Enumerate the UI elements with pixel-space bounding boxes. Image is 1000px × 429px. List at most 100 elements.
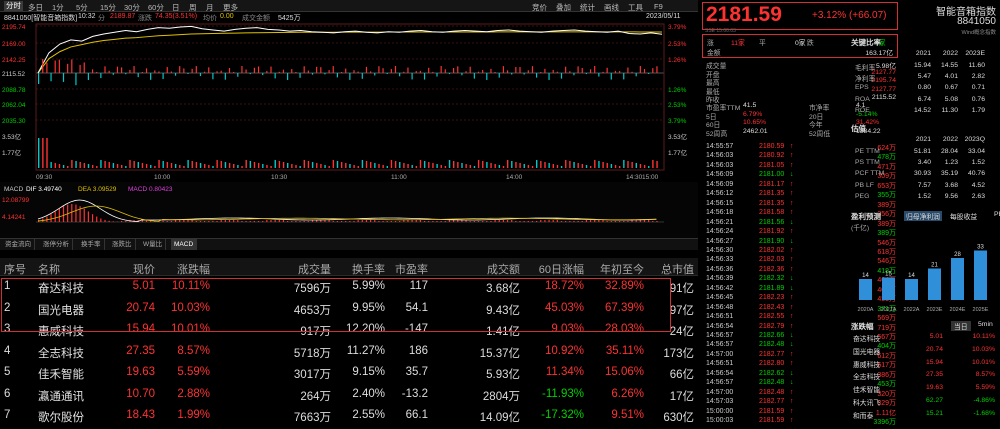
tool-button-3[interactable]: 画线: [604, 3, 619, 12]
market-cap: 24亿: [669, 326, 694, 338]
table-row[interactable]: 1 奋达科技 5.01 10.11% 7596万 5.99% 117 3.68亿 18.72% 3…: [0, 276, 698, 298]
indicator-tab-5[interactable]: MACD: [171, 239, 198, 250]
macd-bar: [631, 220, 633, 222]
stock-name[interactable]: 惠威科技: [38, 326, 84, 338]
macd-bar: [54, 211, 56, 222]
tool-button-2[interactable]: 统计: [580, 3, 595, 12]
volume-bar: [324, 73, 326, 75]
row-index: 2: [4, 301, 11, 314]
period-tab-6[interactable]: 60分: [148, 3, 164, 12]
header-2[interactable]: 现价: [133, 264, 155, 276]
mover-name[interactable]: 佳禾智能: [853, 387, 881, 395]
header-5[interactable]: 换手率: [352, 264, 385, 276]
mover-name[interactable]: 国光电器: [853, 348, 881, 356]
volume-bar: [552, 164, 554, 168]
forecast-tab-1[interactable]: 每股收益: [950, 214, 978, 221]
tool-button-5[interactable]: F9: [654, 2, 663, 11]
macd-bar: [440, 221, 442, 222]
macd-bar: [614, 221, 617, 222]
indicator-tab-1[interactable]: 涨停分析: [40, 239, 73, 250]
valuation-cell: 3.68: [944, 181, 958, 189]
volume-bar: [262, 73, 264, 76]
macd-title: MACD: [4, 186, 23, 193]
volume-bar: [374, 163, 376, 168]
table-row[interactable]: 6 瀛通通讯 10.70 2.88% 264万 2.40% -13.2 2804万 -11.93…: [0, 384, 698, 406]
forecast-tab-0[interactable]: 归母净利润: [904, 211, 942, 221]
volume-bar: [121, 165, 123, 168]
volume-bar: [174, 164, 177, 168]
period-tab-3[interactable]: 5分: [76, 3, 88, 12]
tick-volume: 356万: [877, 211, 896, 219]
macd-bar: [610, 221, 612, 222]
table-row[interactable]: 2 国光电器 20.74 10.03% 4653万 9.95% 54.1 9.43亿 45.03…: [0, 298, 698, 320]
ratios-cell: 0.76: [971, 95, 985, 103]
forecast-tab-2[interactable]: PE: [994, 211, 1000, 218]
macd-bar: [349, 221, 351, 222]
header-10[interactable]: 总市值: [661, 264, 694, 276]
header-8[interactable]: 60日涨幅: [538, 264, 584, 276]
movers-tab-0[interactable]: 当日: [951, 321, 971, 331]
tick-time: 14:56:09: [706, 171, 734, 179]
indicator-tab-3[interactable]: 涨跌比: [109, 239, 136, 250]
header-4[interactable]: 成交量: [298, 264, 331, 276]
period-tab-8[interactable]: 周: [189, 3, 197, 12]
indicator-tab-2[interactable]: 换手率: [78, 239, 105, 250]
mover-name[interactable]: 科大讯飞: [853, 400, 881, 407]
quote-label: 成交量: [706, 63, 727, 70]
period-tab-4[interactable]: 15分: [100, 3, 116, 12]
movers-tab-1[interactable]: 5min: [978, 321, 993, 328]
indicator-tab-4[interactable]: W量比: [140, 239, 167, 250]
header-9[interactable]: 年初至今: [600, 264, 644, 276]
tick-time: 14:56:51: [706, 360, 734, 368]
table-row[interactable]: 5 佳禾智能 19.63 5.59% 3017万 9.15% 35.7 5.93亿 11.34%…: [0, 362, 698, 384]
mover-price: 27.35: [925, 371, 943, 379]
table-row[interactable]: 4 全志科技 27.35 8.57% 5718万 11.27% 186 15.37亿 10.92…: [0, 341, 698, 363]
macd-bar: [199, 221, 202, 222]
volume-bar: [249, 73, 251, 75]
volume-bar: [486, 162, 488, 168]
period-tab-5[interactable]: 30分: [124, 3, 140, 12]
tool-button-1[interactable]: 叠加: [556, 3, 571, 12]
amount: 9.43亿: [486, 304, 520, 317]
period-tab-7[interactable]: 日: [172, 3, 180, 12]
stock-name[interactable]: 佳禾智能: [38, 369, 84, 381]
period-tab-9[interactable]: 月: [206, 3, 214, 12]
stock-name[interactable]: 歌尔股份: [38, 412, 84, 424]
period-tab-0[interactable]: 分时: [4, 1, 23, 11]
stock-name[interactable]: 全志科技: [38, 347, 84, 360]
up-arrow-icon: ↑: [790, 417, 794, 425]
table-row[interactable]: 3 惠威科技 15.94 10.01% 917万 12.20% -147 1.41亿 9.03%…: [0, 319, 698, 341]
period-tab-1[interactable]: 多日: [28, 3, 43, 12]
mover-name[interactable]: 全志科技: [853, 374, 881, 382]
macd-bar: [311, 220, 314, 222]
macd-bar: [536, 221, 538, 222]
period-tab-10[interactable]: 更多: [223, 3, 238, 12]
volume-bar: [79, 64, 81, 73]
tool-button-4[interactable]: 工具: [628, 3, 643, 12]
volume-bar: [502, 166, 505, 168]
forecast-bar: [905, 279, 918, 300]
y-label-left: 2062.04: [2, 102, 26, 109]
stock-name[interactable]: 国光电器: [38, 304, 84, 317]
indicator-tab-0[interactable]: 资金流向: [2, 239, 35, 250]
tool-button-0[interactable]: 竞价: [532, 3, 547, 12]
header-1[interactable]: 名称: [38, 264, 60, 276]
mover-name[interactable]: 惠威科技: [853, 361, 881, 369]
highlight-box: [1, 278, 671, 332]
valuation-cell: 4.52: [971, 181, 985, 189]
valuation-cell: 7.57: [917, 181, 931, 189]
volume-bar: [648, 73, 650, 75]
header-7[interactable]: 成交额: [487, 264, 520, 276]
header-3[interactable]: 涨跌幅: [177, 264, 210, 276]
macd-bar: [191, 220, 193, 222]
table-row[interactable]: 7 歌尔股份 18.43 1.99% 7663万 2.55% 66.1 14.09亿 -17.3…: [0, 405, 698, 427]
stock-name[interactable]: 奋达科技: [38, 283, 84, 295]
stock-name[interactable]: 瀛通通讯: [38, 390, 84, 403]
intraday-chart[interactable]: 2195.74 2169.00 2142.25 2115.52 2088.78 2062.…: [0, 22, 698, 238]
header-6[interactable]: 市盈率: [395, 264, 428, 276]
mover-name[interactable]: 和而泰: [853, 412, 874, 420]
period-tab-2[interactable]: 1分: [52, 3, 64, 12]
mover-name[interactable]: 奋达科技: [853, 336, 881, 343]
volume-bar: [482, 161, 484, 168]
header-0[interactable]: 序号: [4, 264, 26, 276]
